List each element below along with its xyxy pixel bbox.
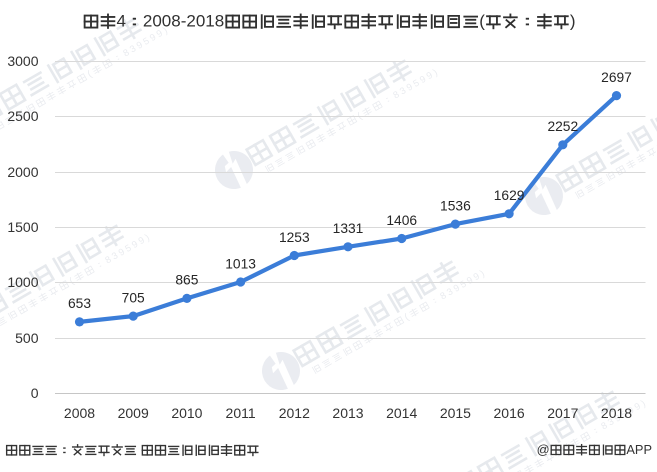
svg-text:2000: 2000: [7, 164, 38, 180]
svg-text:2697: 2697: [601, 70, 632, 85]
svg-text:1500: 1500: [7, 219, 38, 235]
svg-text:2500: 2500: [7, 108, 38, 124]
svg-text:(: (: [403, 311, 413, 323]
svg-text:(: (: [356, 110, 366, 122]
svg-text:2016: 2016: [494, 405, 525, 421]
svg-text:2013: 2013: [332, 405, 363, 421]
svg-text:1536: 1536: [440, 198, 471, 213]
svg-text:(: (: [68, 275, 78, 287]
svg-text:2015: 2015: [440, 405, 471, 421]
svg-text:2012: 2012: [279, 405, 310, 421]
svg-text:2017: 2017: [547, 405, 578, 421]
svg-text:APP: APP: [626, 442, 652, 457]
svg-text:1406: 1406: [386, 213, 417, 228]
svg-text:@: @: [537, 442, 550, 457]
svg-text:(: (: [86, 68, 96, 80]
svg-text:500: 500: [15, 330, 39, 346]
svg-text:2009: 2009: [118, 405, 149, 421]
svg-text:1629: 1629: [494, 188, 525, 203]
svg-text:2011: 2011: [226, 405, 256, 421]
svg-text:2018: 2018: [601, 405, 632, 421]
svg-text:2010: 2010: [171, 405, 202, 421]
svg-text:2008: 2008: [64, 405, 95, 421]
svg-text:705: 705: [122, 291, 145, 306]
svg-text:1331: 1331: [333, 221, 364, 236]
svg-text:1013: 1013: [225, 256, 256, 271]
svg-text:2252: 2252: [547, 119, 578, 134]
svg-text:1000: 1000: [7, 274, 38, 290]
svg-text:2014: 2014: [386, 405, 417, 421]
svg-text:4: 4: [117, 12, 126, 31]
svg-text:(: (: [479, 12, 485, 31]
svg-text:3000: 3000: [7, 53, 38, 69]
svg-text:): ): [570, 12, 576, 31]
svg-text:0: 0: [31, 385, 39, 401]
svg-text:653: 653: [68, 296, 91, 311]
svg-text:2008-2018: 2008-2018: [143, 12, 224, 31]
svg-text:865: 865: [175, 273, 198, 288]
svg-text:1253: 1253: [279, 230, 310, 245]
